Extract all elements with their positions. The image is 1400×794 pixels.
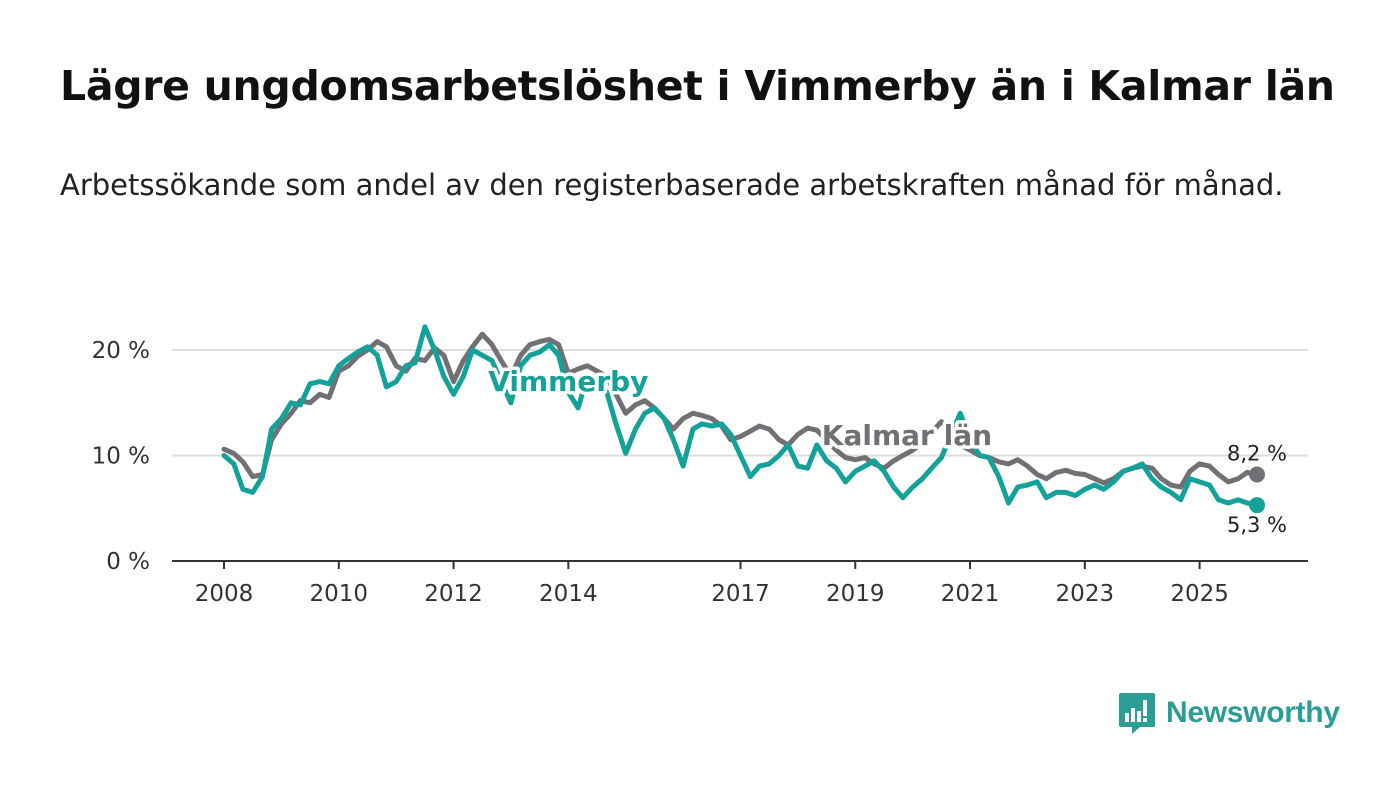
chart-title: Lägre ungdomsarbetslöshet i Vimmerby än … xyxy=(60,62,1335,110)
x-tick-label: 2023 xyxy=(1056,581,1115,607)
end-label-kalmar-l-n: 8,2 % xyxy=(1227,441,1287,465)
series-line-vimmerby xyxy=(221,324,1260,508)
x-tick-label: 2017 xyxy=(711,581,770,607)
x-tick-label: 2025 xyxy=(1170,581,1229,607)
x-tick-label: 2014 xyxy=(539,581,598,607)
y-tick-label: 20 % xyxy=(92,338,150,364)
end-label-vimmerby: 5,3 % xyxy=(1227,513,1287,537)
x-tick-label: 2012 xyxy=(424,581,483,607)
x-tick-label: 2010 xyxy=(310,581,369,607)
x-tick-label: 2021 xyxy=(941,581,1000,607)
end-point-vimmerby xyxy=(1249,497,1265,514)
chart-subtitle: Arbetssökande som andel av den registerb… xyxy=(60,168,1284,202)
brand-name: Newsworthy xyxy=(1166,696,1340,729)
y-tick-label: 0 % xyxy=(106,549,150,575)
series-label-vimmerby: Vimmerby xyxy=(488,365,648,398)
series-label-kalmar-l-n: Kalmar län xyxy=(822,419,992,452)
series-line-kalmar-l-n xyxy=(221,331,1260,490)
x-tick-label: 2019 xyxy=(826,581,885,607)
x-tick-label: 2008 xyxy=(195,581,254,607)
bar-chart-speech-bubble-icon xyxy=(1119,693,1155,734)
end-point-kalmar-l-n xyxy=(1249,466,1265,483)
y-tick-label: 10 % xyxy=(92,444,150,470)
newsworthy-logo[interactable]: Newsworthy xyxy=(1118,690,1340,736)
